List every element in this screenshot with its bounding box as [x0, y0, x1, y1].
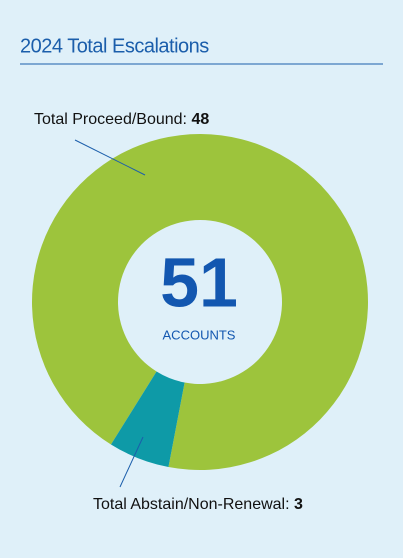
slice-label: Total Proceed/Bound: 48	[34, 111, 209, 128]
slice-value: 3	[294, 496, 303, 513]
slice-label: Total Abstain/Non-Renewal: 3	[93, 496, 303, 513]
leader-line	[74, 139, 146, 176]
chart-title: 2024 Total Escalations	[20, 35, 209, 57]
slice-category: Total Proceed/Bound:	[34, 111, 187, 128]
leader-line	[119, 436, 144, 488]
center-label: ACCOUNTS	[163, 327, 236, 342]
center-total: 51	[160, 243, 238, 321]
slice-value: 48	[191, 111, 209, 128]
slices	[32, 133, 369, 471]
slice	[110, 371, 185, 468]
slice-category: Total Abstain/Non-Renewal:	[93, 496, 290, 513]
slice	[32, 133, 369, 471]
